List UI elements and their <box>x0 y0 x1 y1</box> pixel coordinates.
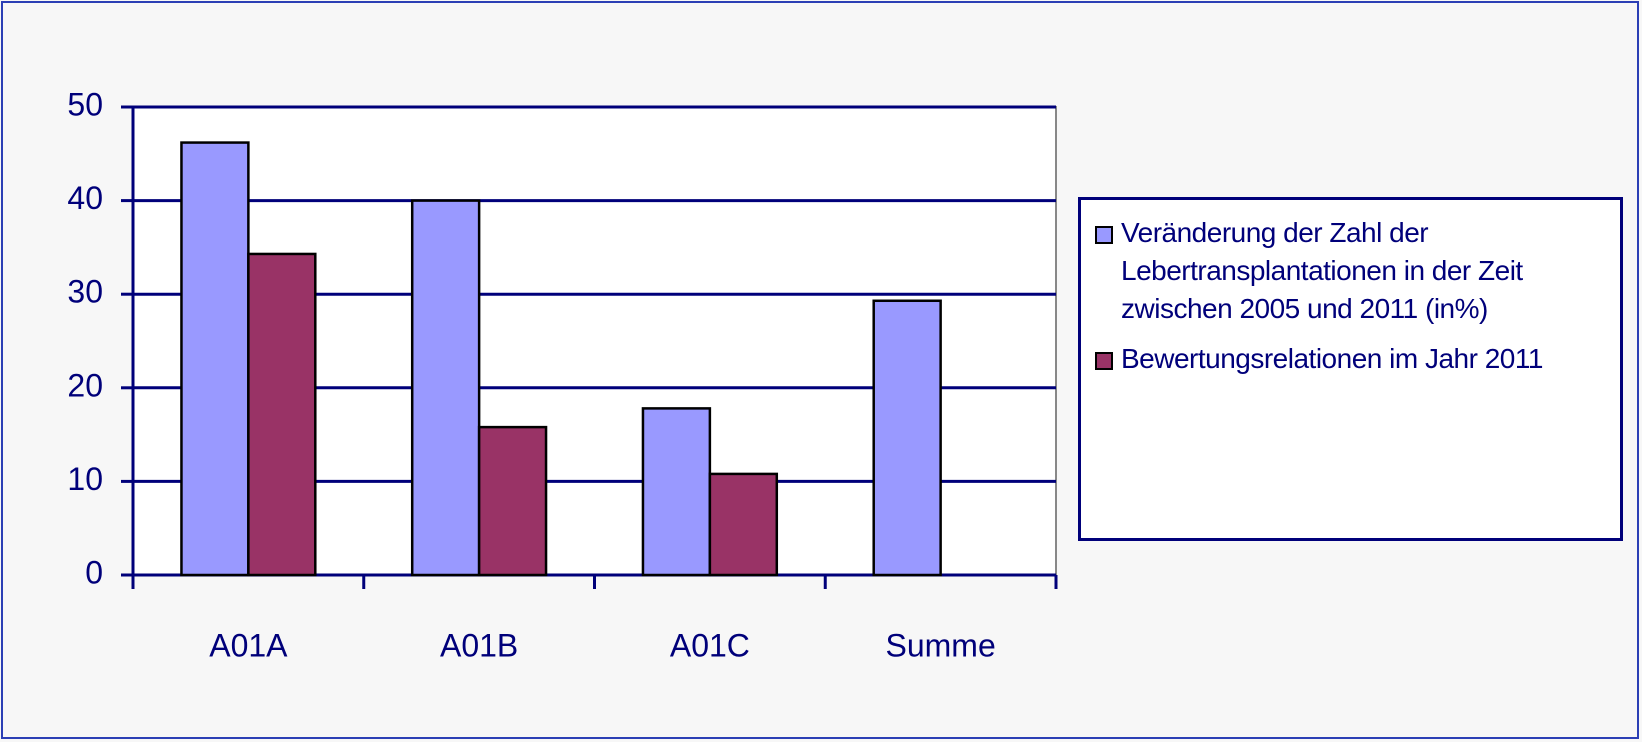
legend-swatch <box>1095 226 1113 244</box>
y-tick-label: 50 <box>67 86 103 122</box>
bar <box>410 199 481 577</box>
legend-label: Bewertungsrelationen im Jahr 2011 <box>1121 343 1543 374</box>
bar <box>708 472 779 577</box>
legend-item: Bewertungsrelationen im Jahr 2011 <box>1091 340 1610 378</box>
x-tick-label: A01B <box>440 627 518 663</box>
bar <box>477 425 548 577</box>
y-tick-label: 0 <box>85 554 103 590</box>
y-tick-label: 20 <box>67 367 103 403</box>
y-tick-label: 40 <box>67 180 103 216</box>
bar <box>872 299 942 577</box>
bar <box>247 252 317 577</box>
legend-item: Veränderung der Zahl der Lebertransplant… <box>1091 214 1610 328</box>
x-tick-label: A01C <box>670 627 750 663</box>
x-tick-label: A01A <box>209 627 288 663</box>
legend-label: Veränderung der Zahl der Lebertransplant… <box>1121 217 1523 324</box>
bar <box>641 407 712 577</box>
legend: Veränderung der Zahl der Lebertransplant… <box>1078 197 1623 541</box>
x-tick-label: Summe <box>886 627 996 663</box>
bar <box>180 141 250 577</box>
legend-swatch <box>1095 352 1113 370</box>
y-tick-label: 30 <box>67 274 103 310</box>
y-tick-label: 10 <box>67 461 103 497</box>
